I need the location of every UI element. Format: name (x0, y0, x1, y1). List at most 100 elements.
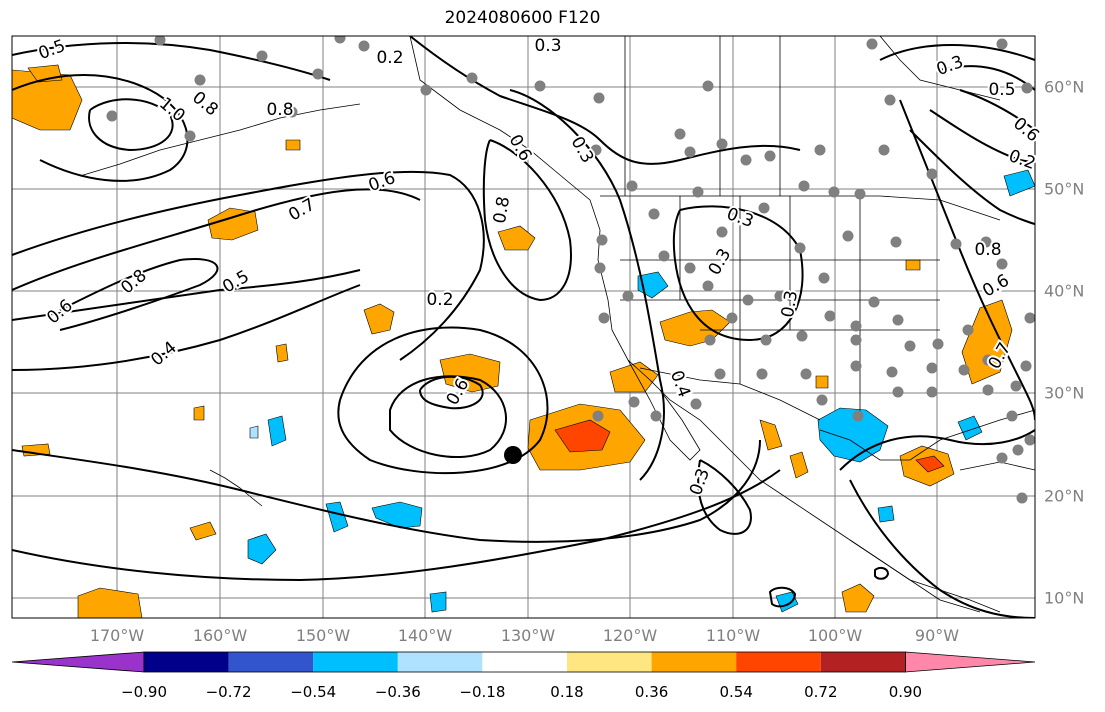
station-dot (716, 138, 728, 150)
station-dot (194, 74, 206, 86)
contour-low-center (337, 326, 549, 475)
central-america (849, 539, 981, 613)
map-background (12, 36, 1035, 618)
contour-small-loop (874, 566, 890, 580)
anomaly-region-negative (267, 415, 287, 447)
station-dot (740, 154, 752, 166)
low-pressure-center-marker (504, 446, 522, 464)
station-dot (726, 312, 738, 324)
contour-gulf (839, 429, 1035, 471)
anomaly-region-positive (497, 225, 536, 251)
latitude-label: 60°N (1044, 77, 1085, 97)
station-dot (1021, 82, 1033, 94)
colorbar-tick-label: 0.90 (888, 683, 923, 701)
station-dot (690, 398, 702, 410)
aleutian-islands (79, 103, 361, 177)
baja-peninsula (627, 359, 701, 461)
station-dot (980, 236, 992, 248)
station-dot (716, 226, 728, 238)
station-dot (466, 72, 478, 84)
contour-label: 0.2 (426, 290, 453, 310)
anomaly-region-positive (815, 375, 829, 389)
longitude-label: 170°W (89, 626, 145, 645)
colorbar-segment (820, 652, 906, 672)
anomaly-region-negative (877, 505, 895, 523)
longitude-label: 140°W (397, 626, 453, 645)
anomaly-region-strong (554, 419, 611, 453)
station-dot (1020, 360, 1032, 372)
station-dot (842, 230, 854, 242)
station-dot (926, 168, 938, 180)
station-dot (866, 38, 878, 50)
station-dot (590, 144, 602, 156)
anomaly-region-negative (371, 501, 423, 529)
contour-low-inner (389, 375, 507, 458)
anomaly-region-positive (193, 405, 205, 421)
station-dot (593, 92, 605, 104)
station-dot (886, 366, 898, 378)
station-dot (828, 186, 840, 198)
station-dot (106, 110, 118, 122)
station-dot (800, 368, 812, 380)
station-dot (684, 146, 696, 158)
anomaly-region-light-negative (249, 425, 259, 439)
anomaly-region-negative (1003, 169, 1035, 197)
station-dot (312, 68, 324, 80)
station-dot (534, 80, 546, 92)
station-dot (926, 386, 938, 398)
station-dot (852, 410, 864, 422)
longitude-label: 90°W (914, 626, 960, 645)
contour-0.4-ne (909, 129, 1035, 225)
anomaly-region-positive (759, 419, 783, 451)
latitude-label: 30°N (1044, 383, 1085, 403)
map-title: 2024080600 F120 (444, 8, 601, 28)
longitude-label: 160°W (192, 626, 248, 645)
anomaly-region-negative (957, 415, 983, 441)
contour-0.3-ne (879, 44, 1035, 61)
station-dot (850, 320, 862, 332)
longitude-label: 150°W (295, 626, 351, 645)
anomaly-region-strong (915, 455, 945, 473)
colorbar-tick-label: −0.54 (290, 683, 337, 701)
contour-label: 0.2 (376, 48, 403, 68)
us-canada-border (600, 195, 1001, 221)
longitude-label: 110°W (705, 626, 761, 645)
latitude-label: 20°N (1044, 486, 1085, 506)
gulf-coast (819, 409, 1035, 461)
station-dot (996, 38, 1008, 50)
station-dot (420, 84, 432, 96)
colorbar-extend-min (11, 651, 145, 673)
contour-label: 0.3 (534, 36, 561, 56)
station-dot (702, 280, 714, 292)
colorbar-tick-label: −0.36 (374, 683, 421, 701)
contour-0.2-south (12, 469, 781, 582)
station-dot (950, 238, 962, 250)
colorbar-segment (651, 652, 737, 672)
station-dot (868, 296, 880, 308)
station-dot (756, 368, 768, 380)
colorbar-tick-label: 0.72 (804, 683, 838, 701)
contour-0.4-west (12, 284, 361, 371)
station-dot (982, 354, 994, 366)
contour-0.3-center (509, 89, 665, 481)
station-dot (256, 50, 268, 62)
hudson-bay (879, 36, 1001, 101)
contour-0.7 (12, 188, 421, 291)
station-dot (1024, 312, 1035, 324)
colorbar-segment (228, 652, 314, 672)
station-dot (760, 334, 772, 346)
longitude-label: 100°W (807, 626, 863, 645)
anomaly-region-positive (285, 139, 301, 151)
colorbar-segment (313, 652, 398, 672)
contour-1.0-aleutian (88, 98, 174, 152)
colorbar-segment (736, 652, 821, 672)
colorbar-tick-label: −0.72 (205, 683, 252, 701)
contour-0.3-east (899, 99, 1035, 421)
anomaly-region-positive (207, 207, 259, 241)
hawaiian-islands (209, 469, 263, 507)
contour-0.6-main (12, 170, 485, 361)
colorbar-segment (482, 652, 567, 672)
anomaly-region-positive (789, 451, 809, 479)
